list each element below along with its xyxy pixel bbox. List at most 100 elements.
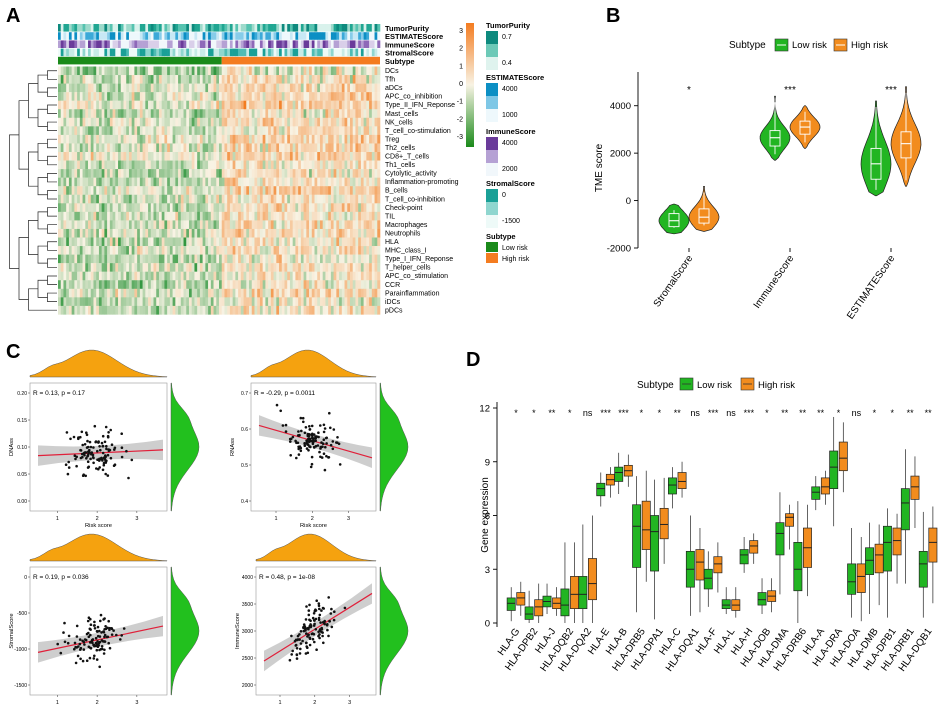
heatmap-cell xyxy=(292,297,296,307)
heatmap-cell xyxy=(180,186,184,195)
heatmap-cell xyxy=(243,160,247,170)
heatmap-cell xyxy=(319,177,323,187)
heatmap-cell xyxy=(183,203,187,213)
heatmap-cell xyxy=(109,100,113,110)
heatmap-cell xyxy=(175,271,179,281)
heatmap-cell xyxy=(150,203,154,213)
heatmap-cell xyxy=(88,126,92,136)
heatmap-cell xyxy=(115,186,119,195)
heatmap-cell xyxy=(153,126,157,136)
heatmap-cell xyxy=(306,169,310,178)
heatmap-cell xyxy=(115,194,119,204)
significance-label: *** xyxy=(708,408,719,418)
heatmap-cell xyxy=(120,246,124,255)
heatmap-cell xyxy=(360,237,364,247)
heatmap-cell xyxy=(178,228,182,238)
heatmap-cell xyxy=(115,246,119,255)
heatmap-cell xyxy=(270,100,274,110)
heatmap-cell xyxy=(112,254,116,264)
heatmap-cell xyxy=(128,305,132,315)
scatter-point xyxy=(85,457,88,460)
heatmap-cell xyxy=(118,160,122,170)
annotation-cell xyxy=(369,32,373,40)
heatmap-cell xyxy=(347,117,351,127)
heatmap-cell xyxy=(262,288,266,298)
box-body xyxy=(506,597,516,611)
annotation-cell xyxy=(330,24,334,32)
heatmap-cell xyxy=(369,246,373,255)
heatmap-cell xyxy=(68,134,72,144)
heatmap-cell xyxy=(336,177,340,187)
legend-label: 0.4 xyxy=(502,60,512,67)
heatmap-cell xyxy=(265,83,269,93)
heatmap-cell xyxy=(254,126,258,136)
scatter-point xyxy=(77,436,80,439)
heatmap-cell xyxy=(139,186,143,195)
heatmap-cell xyxy=(85,297,89,307)
scatter-point xyxy=(331,440,335,443)
heatmap-cell xyxy=(156,237,160,247)
heatmap-cell xyxy=(161,288,165,298)
heatmap-cell xyxy=(254,152,258,161)
heatmap-cell xyxy=(153,228,157,238)
heatmap-cell xyxy=(153,220,157,230)
heatmap-cell xyxy=(366,220,370,230)
heatmap-cell xyxy=(210,228,214,238)
scatter-point xyxy=(97,644,100,647)
heatmap-cell xyxy=(314,100,318,110)
heatmap-cell xyxy=(333,228,337,238)
heatmap-cell xyxy=(219,186,223,195)
heatmap-cell xyxy=(219,271,223,281)
heatmap-cell xyxy=(235,75,239,84)
y-tick-label: 0.15 xyxy=(17,418,27,424)
annotation-cell xyxy=(66,24,70,32)
heatmap-cell xyxy=(349,66,354,76)
scatter-point xyxy=(84,474,87,478)
annotation-cell xyxy=(71,48,75,57)
heatmap-cell xyxy=(369,143,373,153)
heatmap-row-label: Check-point xyxy=(385,205,422,212)
annotation-cell xyxy=(339,24,343,32)
annotation-cell xyxy=(74,40,78,48)
heatmap-cell xyxy=(270,211,274,221)
heatmap-cell xyxy=(328,66,332,76)
heatmap-cell xyxy=(377,186,381,195)
heatmap-cell xyxy=(194,263,198,272)
heatmap-cell xyxy=(210,211,214,221)
heatmap-cell xyxy=(128,92,132,101)
heatmap-cell xyxy=(374,92,378,101)
heatmap-cell xyxy=(88,220,92,230)
heatmap-cell xyxy=(88,152,92,161)
heatmap-cell xyxy=(128,254,132,264)
annotation-cell xyxy=(161,48,165,57)
heatmap-cell xyxy=(262,228,266,238)
heatmap-cell xyxy=(371,288,375,298)
heatmap-cell xyxy=(131,92,135,101)
annotation-cell xyxy=(82,40,86,48)
heatmap-cell xyxy=(254,186,258,195)
heatmap-cell xyxy=(68,254,72,264)
heatmap-cell xyxy=(58,271,62,281)
heatmap-cell xyxy=(317,305,321,315)
heatmap-cell xyxy=(150,117,154,127)
heatmap-cell xyxy=(276,254,280,264)
heatmap-cell xyxy=(96,263,100,272)
heatmap-cell xyxy=(128,297,132,307)
heatmap-cell xyxy=(68,228,72,238)
heatmap-cell xyxy=(279,288,283,298)
heatmap-cell xyxy=(257,83,261,93)
annotation-cell xyxy=(259,48,263,57)
legend-swatch xyxy=(486,44,498,57)
heatmap-cell xyxy=(164,83,168,93)
heatmap-cell xyxy=(328,228,332,238)
heatmap-cell xyxy=(63,126,67,136)
heatmap-cell xyxy=(172,117,176,127)
heatmap-cell xyxy=(139,254,143,264)
heatmap-cell xyxy=(98,117,102,127)
annotation-cell xyxy=(210,40,214,48)
heatmap-cell xyxy=(339,83,343,93)
annotation-cell xyxy=(142,48,146,57)
heatmap-cell xyxy=(79,75,83,84)
heatmap-cell xyxy=(167,160,171,170)
scatter-point xyxy=(98,665,101,669)
